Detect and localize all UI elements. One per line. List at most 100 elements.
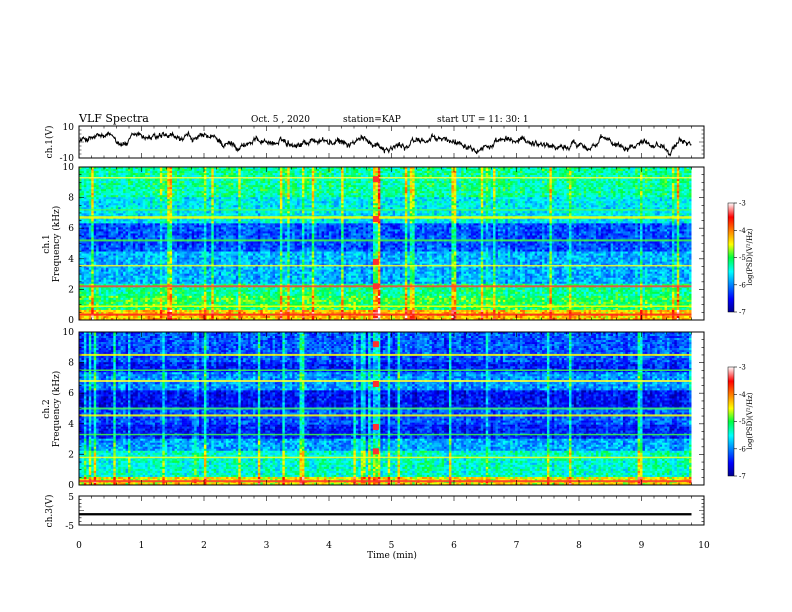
spectrogram-cell — [591, 171, 594, 173]
spectrogram-cell — [647, 171, 650, 173]
spectrogram-cell — [295, 173, 298, 175]
spectrogram-cell — [525, 169, 528, 171]
spectrogram-cell — [412, 169, 415, 171]
spectrogram-cell — [118, 171, 121, 173]
spectrogram-cell — [380, 169, 383, 171]
spectrogram-cell — [282, 173, 285, 175]
spectrogram-cell — [652, 169, 655, 171]
spectrogram-cell — [407, 173, 410, 175]
spectrogram-cell — [432, 171, 435, 173]
spectrogram-cell — [532, 169, 535, 171]
spectrogram-cell — [383, 169, 386, 171]
spectrogram-cell — [439, 171, 442, 173]
spectrogram-cell — [645, 173, 648, 175]
spectrogram-cell — [412, 173, 415, 175]
spectrogram-cell — [461, 173, 464, 175]
spectrogram-cell — [559, 169, 562, 171]
spectrogram-cell — [476, 169, 479, 171]
spectrogram-cell — [170, 173, 173, 175]
spectrogram-cell — [513, 173, 516, 175]
spectrogram-cell — [143, 173, 146, 175]
spectrogram-cell — [270, 169, 273, 171]
spectrogram-cell — [581, 173, 584, 175]
spectrogram-cell — [520, 169, 523, 171]
spectrogram-cell — [324, 171, 327, 173]
spectrogram-cell — [647, 169, 650, 171]
spectrogram-cell — [613, 173, 616, 175]
spectrogram-cell — [410, 173, 413, 175]
spectrogram-cell — [189, 171, 192, 173]
spectrogram-cell — [611, 171, 614, 173]
spectrogram-cell — [655, 173, 658, 175]
spectrogram-cell — [231, 171, 234, 173]
spectrogram-cell — [618, 173, 621, 175]
spectrogram-cell — [601, 171, 604, 173]
spectrogram-cell — [432, 173, 435, 175]
spectrogram-cell — [542, 171, 545, 173]
spectrogram-cell — [253, 173, 256, 175]
spectrogram-cell — [106, 169, 109, 171]
spectrogram-cell — [292, 171, 295, 173]
spectrogram-cell — [175, 169, 178, 171]
spectrogram-cell — [650, 173, 653, 175]
spectrogram-cell — [358, 169, 361, 171]
spectrogram-cell — [349, 171, 352, 173]
spectrogram-cell — [569, 171, 572, 173]
spectrogram-cell — [349, 169, 352, 171]
spectrogram-cell — [150, 171, 153, 173]
spectrogram-cell — [165, 173, 168, 175]
spectrogram-cell — [459, 169, 462, 171]
x-ticks-0 — [79, 126, 704, 158]
spectrogram-cell — [608, 173, 611, 175]
spectrogram-cell — [601, 173, 604, 175]
spectrogram-cell — [537, 173, 540, 175]
spectrogram-cell — [513, 171, 516, 173]
spectrogram-cell — [594, 169, 597, 171]
spectrogram-cell — [679, 173, 682, 175]
spectrogram-cell — [184, 171, 187, 173]
spectrogram-cell — [672, 173, 675, 175]
spectrogram-cell — [172, 169, 175, 171]
spectrogram-cell — [655, 171, 658, 173]
spectrogram-cell — [339, 169, 342, 171]
spectrogram-cell — [542, 173, 545, 175]
spectrogram-cell — [128, 171, 131, 173]
spectrogram-cell — [243, 171, 246, 173]
spectrogram-cell — [270, 171, 273, 173]
spectrogram-cell — [375, 171, 378, 173]
spectrogram-cell — [469, 173, 472, 175]
spectrogram-cell — [464, 171, 467, 173]
spectrogram-cell — [182, 173, 185, 175]
spectrogram-cell — [508, 171, 511, 173]
spectrogram-cell — [393, 169, 396, 171]
spectrogram-cell — [684, 169, 687, 171]
spectrogram-cell — [300, 171, 303, 173]
spectrogram-cell — [623, 171, 626, 173]
spectrogram-cell — [319, 173, 322, 175]
spectrogram-cell — [236, 171, 239, 173]
spectrogram-cell — [491, 171, 494, 173]
spectrogram-cell — [179, 173, 182, 175]
spectrogram-cell — [616, 173, 619, 175]
spectrogram-cell — [620, 169, 623, 171]
spectrogram-cell — [290, 169, 293, 171]
spectrogram-cell — [275, 171, 278, 173]
spectrogram-cell — [488, 173, 491, 175]
spectrogram-cell — [255, 171, 258, 173]
spectrogram-cell — [135, 169, 138, 171]
spectrogram-cell — [236, 173, 239, 175]
spectrogram-cell — [241, 169, 244, 171]
spectrogram-cell — [209, 171, 212, 173]
spectrogram-cell — [429, 169, 432, 171]
spectrogram-cell — [589, 169, 592, 171]
spectrogram-cell — [287, 173, 290, 175]
spectrogram-cell — [356, 173, 359, 175]
spectrogram-cell — [199, 171, 202, 173]
spectrogram-cell — [576, 171, 579, 173]
spectrogram-cell — [606, 169, 609, 171]
spectrogram-cell — [81, 169, 84, 171]
spectrogram-cell — [356, 171, 359, 173]
spectrogram-cell — [493, 171, 496, 173]
spectrogram-cell — [160, 173, 163, 175]
spectrogram-cell — [351, 171, 354, 173]
